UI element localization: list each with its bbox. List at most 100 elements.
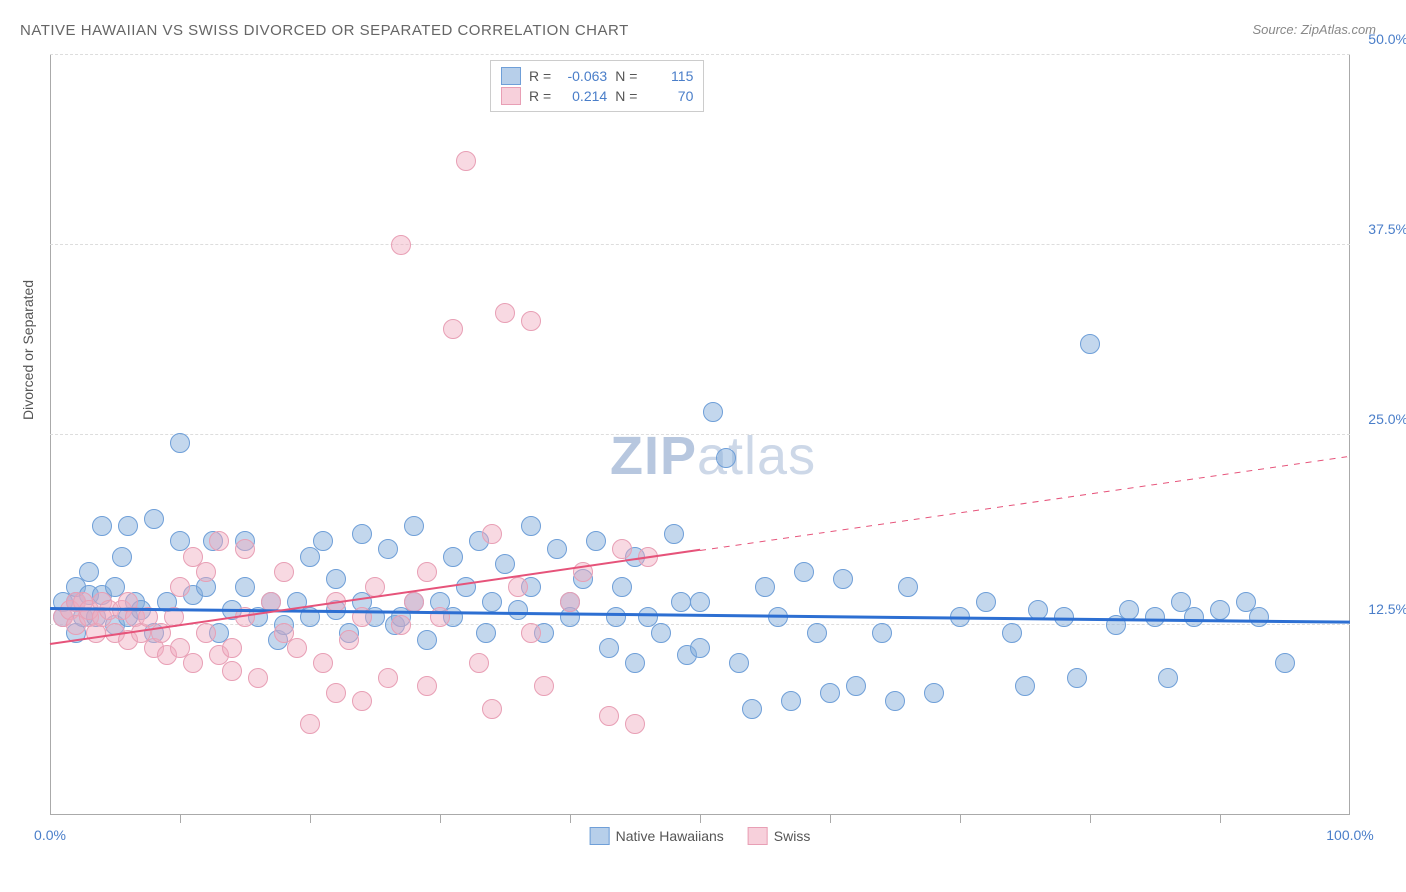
legend-item-label: Swiss xyxy=(774,828,811,844)
scatter-point xyxy=(404,592,424,612)
y-axis-left xyxy=(50,55,51,815)
scatter-point xyxy=(1249,607,1269,627)
watermark-part2: atlas xyxy=(697,426,816,486)
legend-item-label: Native Hawaiians xyxy=(616,828,724,844)
y-axis-right xyxy=(1349,55,1350,815)
scatter-point xyxy=(1184,607,1204,627)
scatter-point xyxy=(469,653,489,673)
y-tick-label: 12.5% xyxy=(1368,601,1406,617)
scatter-point xyxy=(443,547,463,567)
scatter-point xyxy=(495,303,515,323)
legend-series: Native Hawaiians Swiss xyxy=(590,827,811,845)
legend-n-value: 115 xyxy=(645,68,693,84)
scatter-point xyxy=(391,615,411,635)
legend-stats-row: R = -0.063 N = 115 xyxy=(501,67,693,85)
scatter-point xyxy=(606,607,626,627)
scatter-point xyxy=(690,592,710,612)
y-axis-label: Divorced or Separated xyxy=(20,280,36,420)
scatter-point xyxy=(326,683,346,703)
x-tick-mark xyxy=(1220,815,1221,823)
scatter-point xyxy=(625,714,645,734)
scatter-point xyxy=(170,577,190,597)
scatter-point xyxy=(170,433,190,453)
legend-stats-row: R = 0.214 N = 70 xyxy=(501,87,693,105)
x-tick-mark xyxy=(960,815,961,823)
scatter-point xyxy=(651,623,671,643)
scatter-point xyxy=(846,676,866,696)
scatter-point xyxy=(547,539,567,559)
scatter-point xyxy=(495,554,515,574)
scatter-point xyxy=(417,630,437,650)
scatter-point xyxy=(456,577,476,597)
chart-title: NATIVE HAWAIIAN VS SWISS DIVORCED OR SEP… xyxy=(20,22,629,39)
scatter-point xyxy=(807,623,827,643)
legend-item: Swiss xyxy=(748,827,811,845)
scatter-point xyxy=(112,547,132,567)
scatter-point xyxy=(716,448,736,468)
x-tick-label: 100.0% xyxy=(1326,827,1373,843)
scatter-point xyxy=(508,577,528,597)
legend-item: Native Hawaiians xyxy=(590,827,724,845)
scatter-point xyxy=(235,539,255,559)
y-tick-label: 25.0% xyxy=(1368,411,1406,427)
scatter-point xyxy=(482,592,502,612)
scatter-point xyxy=(612,539,632,559)
x-tick-mark xyxy=(310,815,311,823)
scatter-point xyxy=(339,630,359,650)
scatter-point xyxy=(313,531,333,551)
x-tick-mark xyxy=(180,815,181,823)
legend-r-value: 0.214 xyxy=(559,88,607,104)
scatter-point xyxy=(482,524,502,544)
scatter-point xyxy=(664,524,684,544)
scatter-point xyxy=(885,691,905,711)
legend-r-value: -0.063 xyxy=(559,68,607,84)
trend-line xyxy=(50,549,700,645)
scatter-point xyxy=(235,577,255,597)
scatter-point xyxy=(560,592,580,612)
scatter-point xyxy=(612,577,632,597)
x-tick-mark xyxy=(700,815,701,823)
x-tick-label: 0.0% xyxy=(34,827,66,843)
scatter-point xyxy=(196,562,216,582)
legend-swatch-icon xyxy=(501,67,521,85)
scatter-point xyxy=(586,531,606,551)
scatter-point xyxy=(352,524,372,544)
legend-swatch-icon xyxy=(590,827,610,845)
legend-n-label: N = xyxy=(615,88,637,104)
scatter-point xyxy=(1067,668,1087,688)
watermark-part1: ZIP xyxy=(610,426,697,486)
scatter-point xyxy=(534,676,554,696)
legend-stats: R = -0.063 N = 115 R = 0.214 N = 70 xyxy=(490,60,704,112)
scatter-point xyxy=(1080,334,1100,354)
scatter-point xyxy=(144,509,164,529)
scatter-point xyxy=(820,683,840,703)
scatter-point xyxy=(378,539,398,559)
scatter-point xyxy=(1210,600,1230,620)
legend-r-label: R = xyxy=(529,68,551,84)
scatter-point xyxy=(1275,653,1295,673)
scatter-point xyxy=(222,638,242,658)
scatter-point xyxy=(625,653,645,673)
scatter-point xyxy=(92,516,112,536)
scatter-point xyxy=(443,319,463,339)
grid-line xyxy=(50,54,1350,55)
scatter-point xyxy=(482,699,502,719)
legend-n-label: N = xyxy=(615,68,637,84)
chart-plot-area: ZIPatlas R = -0.063 N = 115 R = 0.214 N … xyxy=(50,55,1350,815)
scatter-point xyxy=(352,691,372,711)
scatter-point xyxy=(690,638,710,658)
legend-n-value: 70 xyxy=(645,88,693,104)
scatter-point xyxy=(599,706,619,726)
x-tick-mark xyxy=(570,815,571,823)
scatter-point xyxy=(521,623,541,643)
scatter-point xyxy=(417,562,437,582)
scatter-point xyxy=(599,638,619,658)
source-label: Source: ZipAtlas.com xyxy=(1252,22,1376,37)
scatter-point xyxy=(898,577,918,597)
scatter-point xyxy=(326,569,346,589)
scatter-point xyxy=(924,683,944,703)
scatter-point xyxy=(456,151,476,171)
scatter-point xyxy=(183,653,203,673)
scatter-point xyxy=(417,676,437,696)
legend-r-label: R = xyxy=(529,88,551,104)
